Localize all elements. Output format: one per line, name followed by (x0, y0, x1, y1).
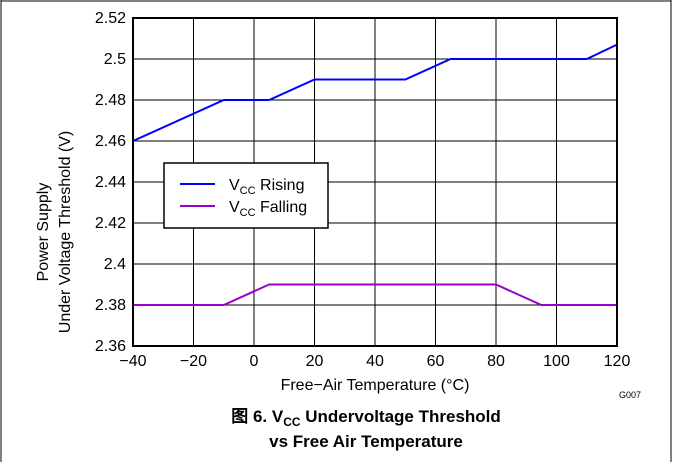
y-tick-label: 2.38 (95, 297, 126, 314)
series-lines (132, 43, 618, 306)
x-tick-label: 0 (250, 353, 259, 370)
x-tick-label: −40 (119, 353, 146, 370)
legend: VCC Rising VCC Falling (163, 162, 329, 229)
x-axis-label: Free−Air Temperature (°C) (281, 377, 470, 394)
y-tick-label: 2.46 (95, 133, 126, 150)
x-tick-label: 60 (427, 353, 445, 370)
y-axis-label-line-2: Under Voltage Threshold (V) (57, 131, 74, 333)
y-axis-label: Power Supply Under Voltage Threshold (V) (35, 131, 74, 333)
figure-caption-line-1: 图 6. VCC Undervoltage Threshold (231, 407, 501, 429)
series-line-vcc-falling (133, 283, 617, 306)
graph-id: G007 (619, 390, 641, 400)
x-tick-label: 100 (543, 353, 570, 370)
x-tick-label: 40 (366, 353, 384, 370)
y-tick-label: 2.5 (104, 51, 126, 68)
x-tick-label: 20 (306, 353, 324, 370)
x-tick-labels: −40 −20 0 20 40 60 80 100 120 (119, 353, 630, 370)
plot-area-border (132, 17, 618, 347)
y-tick-labels: 2.36 2.38 2.4 2.42 2.44 2.46 2.48 2.5 2.52 (95, 10, 126, 355)
y-tick-label: 2.44 (95, 174, 126, 191)
y-tick-label: 2.42 (95, 215, 126, 232)
y-tick-label: 2.4 (104, 256, 126, 273)
y-tick-label: 2.36 (95, 338, 126, 355)
x-tick-label: 80 (487, 353, 505, 370)
legend-label-falling: VCC Falling (229, 199, 307, 219)
legend-label-rising: VCC Rising (229, 177, 304, 197)
legend-box (163, 162, 329, 229)
y-tick-label: 2.48 (95, 92, 126, 109)
x-tick-label: −20 (180, 353, 207, 370)
figure-caption-line-2: vs Free Air Temperature (269, 432, 463, 451)
y-axis-label-line-1: Power Supply (35, 183, 52, 282)
series-line-vcc-rising (132, 43, 618, 142)
x-tick-label: 120 (604, 353, 631, 370)
y-tick-label: 2.52 (95, 10, 126, 27)
